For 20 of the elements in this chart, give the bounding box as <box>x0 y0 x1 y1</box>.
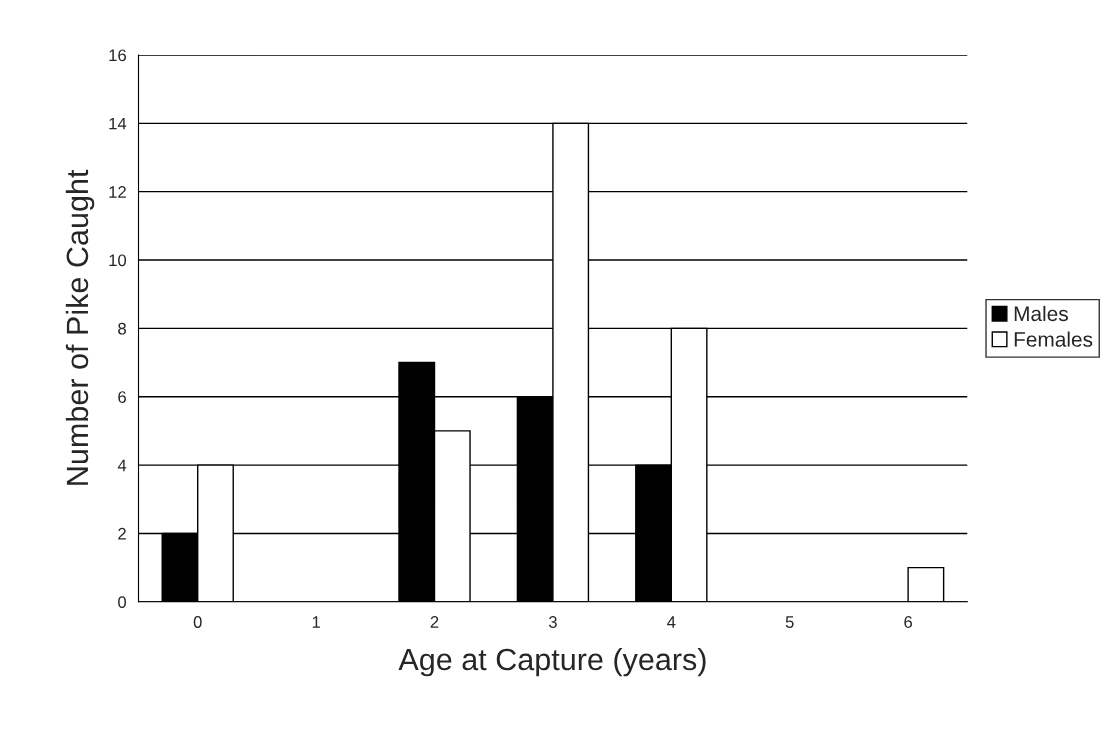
legend-label: Males <box>1014 305 1068 322</box>
y-tick-label: 14 <box>109 117 127 130</box>
y-tick-label: 8 <box>118 322 126 335</box>
y-tick-label: 2 <box>118 527 126 540</box>
x-tick-label: 4 <box>667 616 676 628</box>
y-tick-label: 16 <box>109 49 126 62</box>
x-tick-label: 2 <box>430 616 439 628</box>
x-tick-label: 5 <box>785 616 794 628</box>
x-tick-label: 0 <box>193 616 202 628</box>
legend-label: Females <box>1014 331 1093 347</box>
x-tick-label: 3 <box>548 616 557 628</box>
y-axis-title: Number of Pike Caught <box>65 169 95 485</box>
y-tick-label: 4 <box>117 459 127 472</box>
y-tick-label: 0 <box>118 596 127 608</box>
y-tick-label: 10 <box>109 254 127 267</box>
y-tick-label: 12 <box>109 186 126 198</box>
x-tick-label: 1 <box>312 616 320 628</box>
x-tick-label: 6 <box>904 616 913 628</box>
y-tick-label: 6 <box>118 391 126 403</box>
x-axis-title: Age at Capture (years) <box>398 647 706 677</box>
